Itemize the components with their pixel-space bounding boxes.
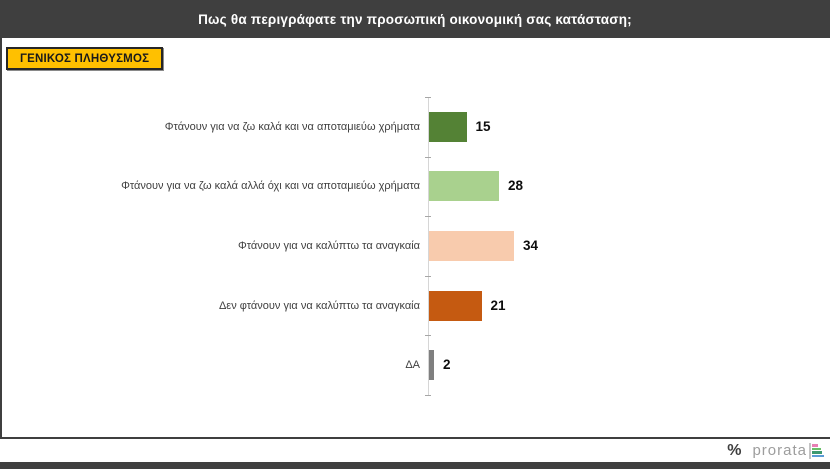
percent-logo-icon: % [727,441,742,459]
population-badge-label: ΓΕΝΙΚΟΣ ΠΛΗΘΥΣΜΟΣ [20,52,150,65]
logo-bar [812,451,822,454]
axis-line [428,97,429,395]
axis-tick [425,156,431,158]
bar [429,290,482,321]
category-label: Φτάνουν για να ζω καλά και να αποταμιεύω… [164,120,420,133]
bar [429,171,499,202]
chart-row: Φτάνουν για να ζω καλά και να αποταμιεύω… [0,111,830,142]
category-label: ΔΑ [405,359,420,372]
brand-name: prorata [752,442,807,459]
value-label: 34 [523,238,539,253]
logo-bar [812,454,824,457]
population-badge: ΓΕΝΙΚΟΣ ΠΛΗΘΥΣΜΟΣ [6,47,164,70]
axis-tick [425,216,431,218]
bar [429,350,434,381]
logo-vline [809,442,811,459]
bar [429,111,467,142]
logo-bar [812,444,818,447]
logo-bars [812,444,824,457]
value-label: 28 [508,178,524,194]
value-label: 15 [475,118,491,134]
chart-row: ΔΑ 2 [0,350,830,381]
axis-tick [425,275,431,277]
category-label: Φτάνουν για να ζω καλά αλλά όχι και να α… [121,180,420,193]
bottom-border-bar [0,462,830,469]
prorata-logo: % prorata [727,439,824,462]
category-label: Φτάνουν για να καλύπτω τα αναγκαία [237,240,420,252]
category-label: Δεν φτάνουν για να καλύπτω τα αναγκαία [218,299,420,312]
bar [429,231,514,261]
header-bar: Πως θα περιγράφατε την προσωπική οικονομ… [0,0,830,38]
chart-row: Φτάνουν για να καλύπτω τα αναγκαία 34 [0,231,830,261]
axis-tick [425,97,431,98]
page-title: Πως θα περιγράφατε την προσωπική οικονομ… [198,11,632,27]
logo-bar [812,447,821,450]
footer: % prorata [0,439,830,462]
mini-bar-chart-logo-icon [809,442,824,459]
footer-divider [0,437,830,439]
left-border [0,0,2,469]
value-label: 21 [490,297,506,313]
axis-tick [425,335,431,337]
axis-tick [425,395,431,396]
value-label: 2 [443,357,451,373]
chart-row: Δεν φτάνουν για να καλύπτω τα αναγκαία 21 [0,290,830,321]
chart-row: Φτάνουν για να ζω καλά αλλά όχι και να α… [0,171,830,202]
